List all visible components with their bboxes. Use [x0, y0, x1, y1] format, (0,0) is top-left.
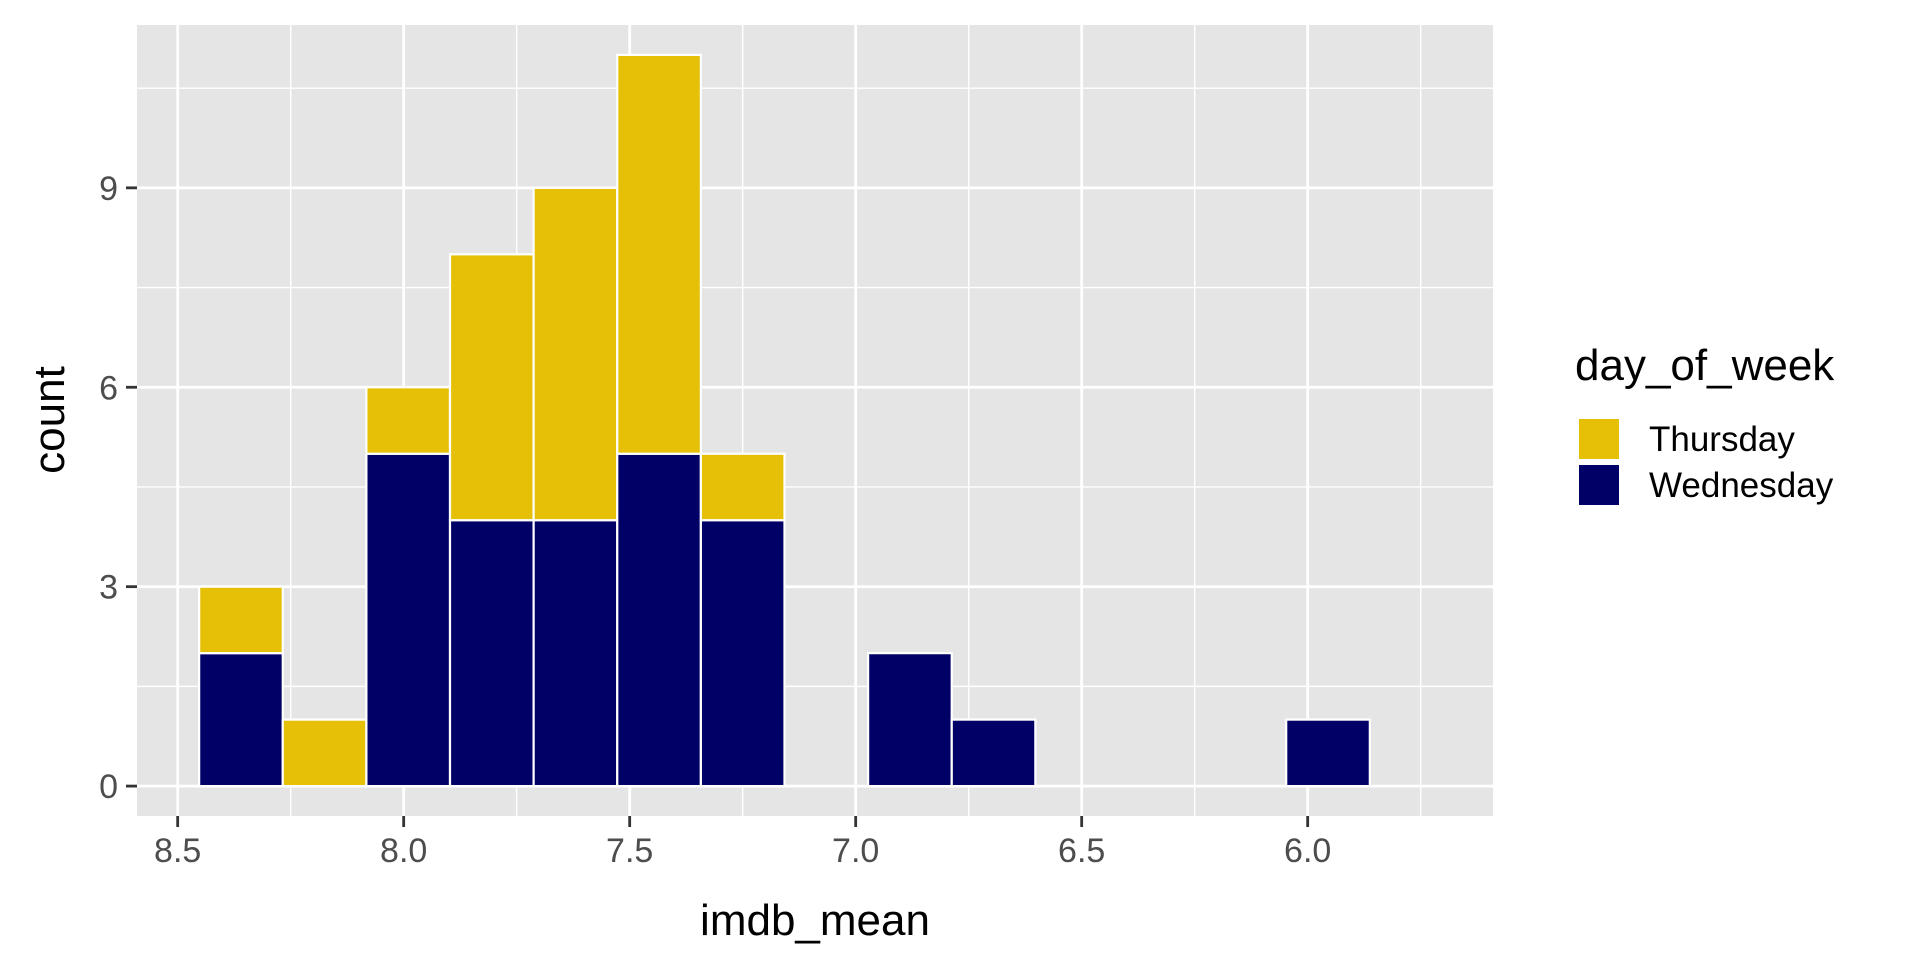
y-tick-label: 6 — [99, 369, 118, 407]
x-tick-label: 6.0 — [1284, 832, 1331, 870]
x-axis-title: imdb_mean — [700, 896, 930, 945]
legend-title: day_of_week — [1575, 341, 1835, 390]
y-tick-label: 3 — [99, 569, 118, 607]
x-axis: 8.5 8.0 7.5 7.0 6.5 6.0 — [154, 816, 1331, 870]
minor-gridlines — [137, 25, 1493, 816]
bar-wednesday-8 — [950, 718, 1037, 788]
x-tick-label: 8.0 — [380, 832, 427, 870]
y-axis-title: count — [25, 366, 74, 474]
x-tick-label: 6.5 — [1058, 832, 1105, 870]
bar-wednesday-2 — [365, 452, 452, 788]
bar-thursday-1 — [281, 718, 368, 788]
legend-label-thursday: Thursday — [1649, 420, 1795, 459]
y-axis: 0 3 6 9 — [99, 170, 137, 806]
legend-label-wednesday: Wednesday — [1649, 466, 1834, 505]
legend: day_of_week Thursday Wednesday — [1575, 341, 1835, 507]
legend-key-wednesday — [1577, 463, 1621, 507]
bar-thursday-4 — [532, 186, 619, 522]
legend-key-thursday — [1577, 417, 1621, 461]
bar-thursday-5 — [616, 53, 702, 455]
bar-thursday-3 — [448, 253, 535, 522]
histogram-bars — [198, 53, 1371, 788]
bar-wednesday-5 — [616, 452, 702, 788]
plot-panel — [137, 25, 1493, 816]
bar-thursday-0 — [198, 585, 284, 655]
x-tick-label: 7.0 — [832, 832, 879, 870]
bar-wednesday-9 — [1285, 718, 1371, 788]
x-tick-label: 7.5 — [606, 832, 653, 870]
bar-thursday-6 — [699, 452, 786, 522]
bar-thursday-2 — [365, 386, 452, 455]
bar-wednesday-4 — [532, 519, 619, 788]
y-tick-label: 0 — [99, 768, 118, 806]
bar-wednesday-6 — [699, 519, 786, 788]
x-tick-label: 8.5 — [154, 832, 201, 870]
y-tick-label: 9 — [99, 170, 118, 208]
bar-wednesday-0 — [198, 652, 284, 788]
bar-wednesday-7 — [867, 652, 953, 788]
bar-wednesday-3 — [448, 519, 535, 788]
